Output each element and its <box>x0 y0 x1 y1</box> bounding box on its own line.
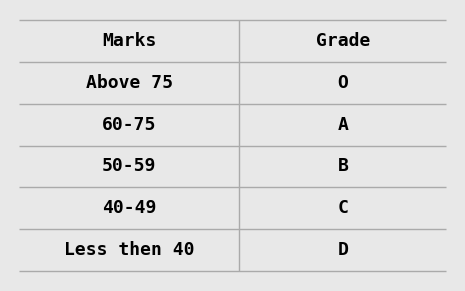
Text: D: D <box>338 241 348 259</box>
Text: 60-75: 60-75 <box>102 116 156 134</box>
Text: A: A <box>338 116 348 134</box>
Text: O: O <box>338 74 348 92</box>
Text: 50-59: 50-59 <box>102 157 156 175</box>
Text: B: B <box>338 157 348 175</box>
Text: Above 75: Above 75 <box>86 74 173 92</box>
Text: Less then 40: Less then 40 <box>64 241 194 259</box>
Text: Marks: Marks <box>102 32 156 50</box>
Text: 40-49: 40-49 <box>102 199 156 217</box>
Text: Grade: Grade <box>316 32 370 50</box>
Text: C: C <box>338 199 348 217</box>
